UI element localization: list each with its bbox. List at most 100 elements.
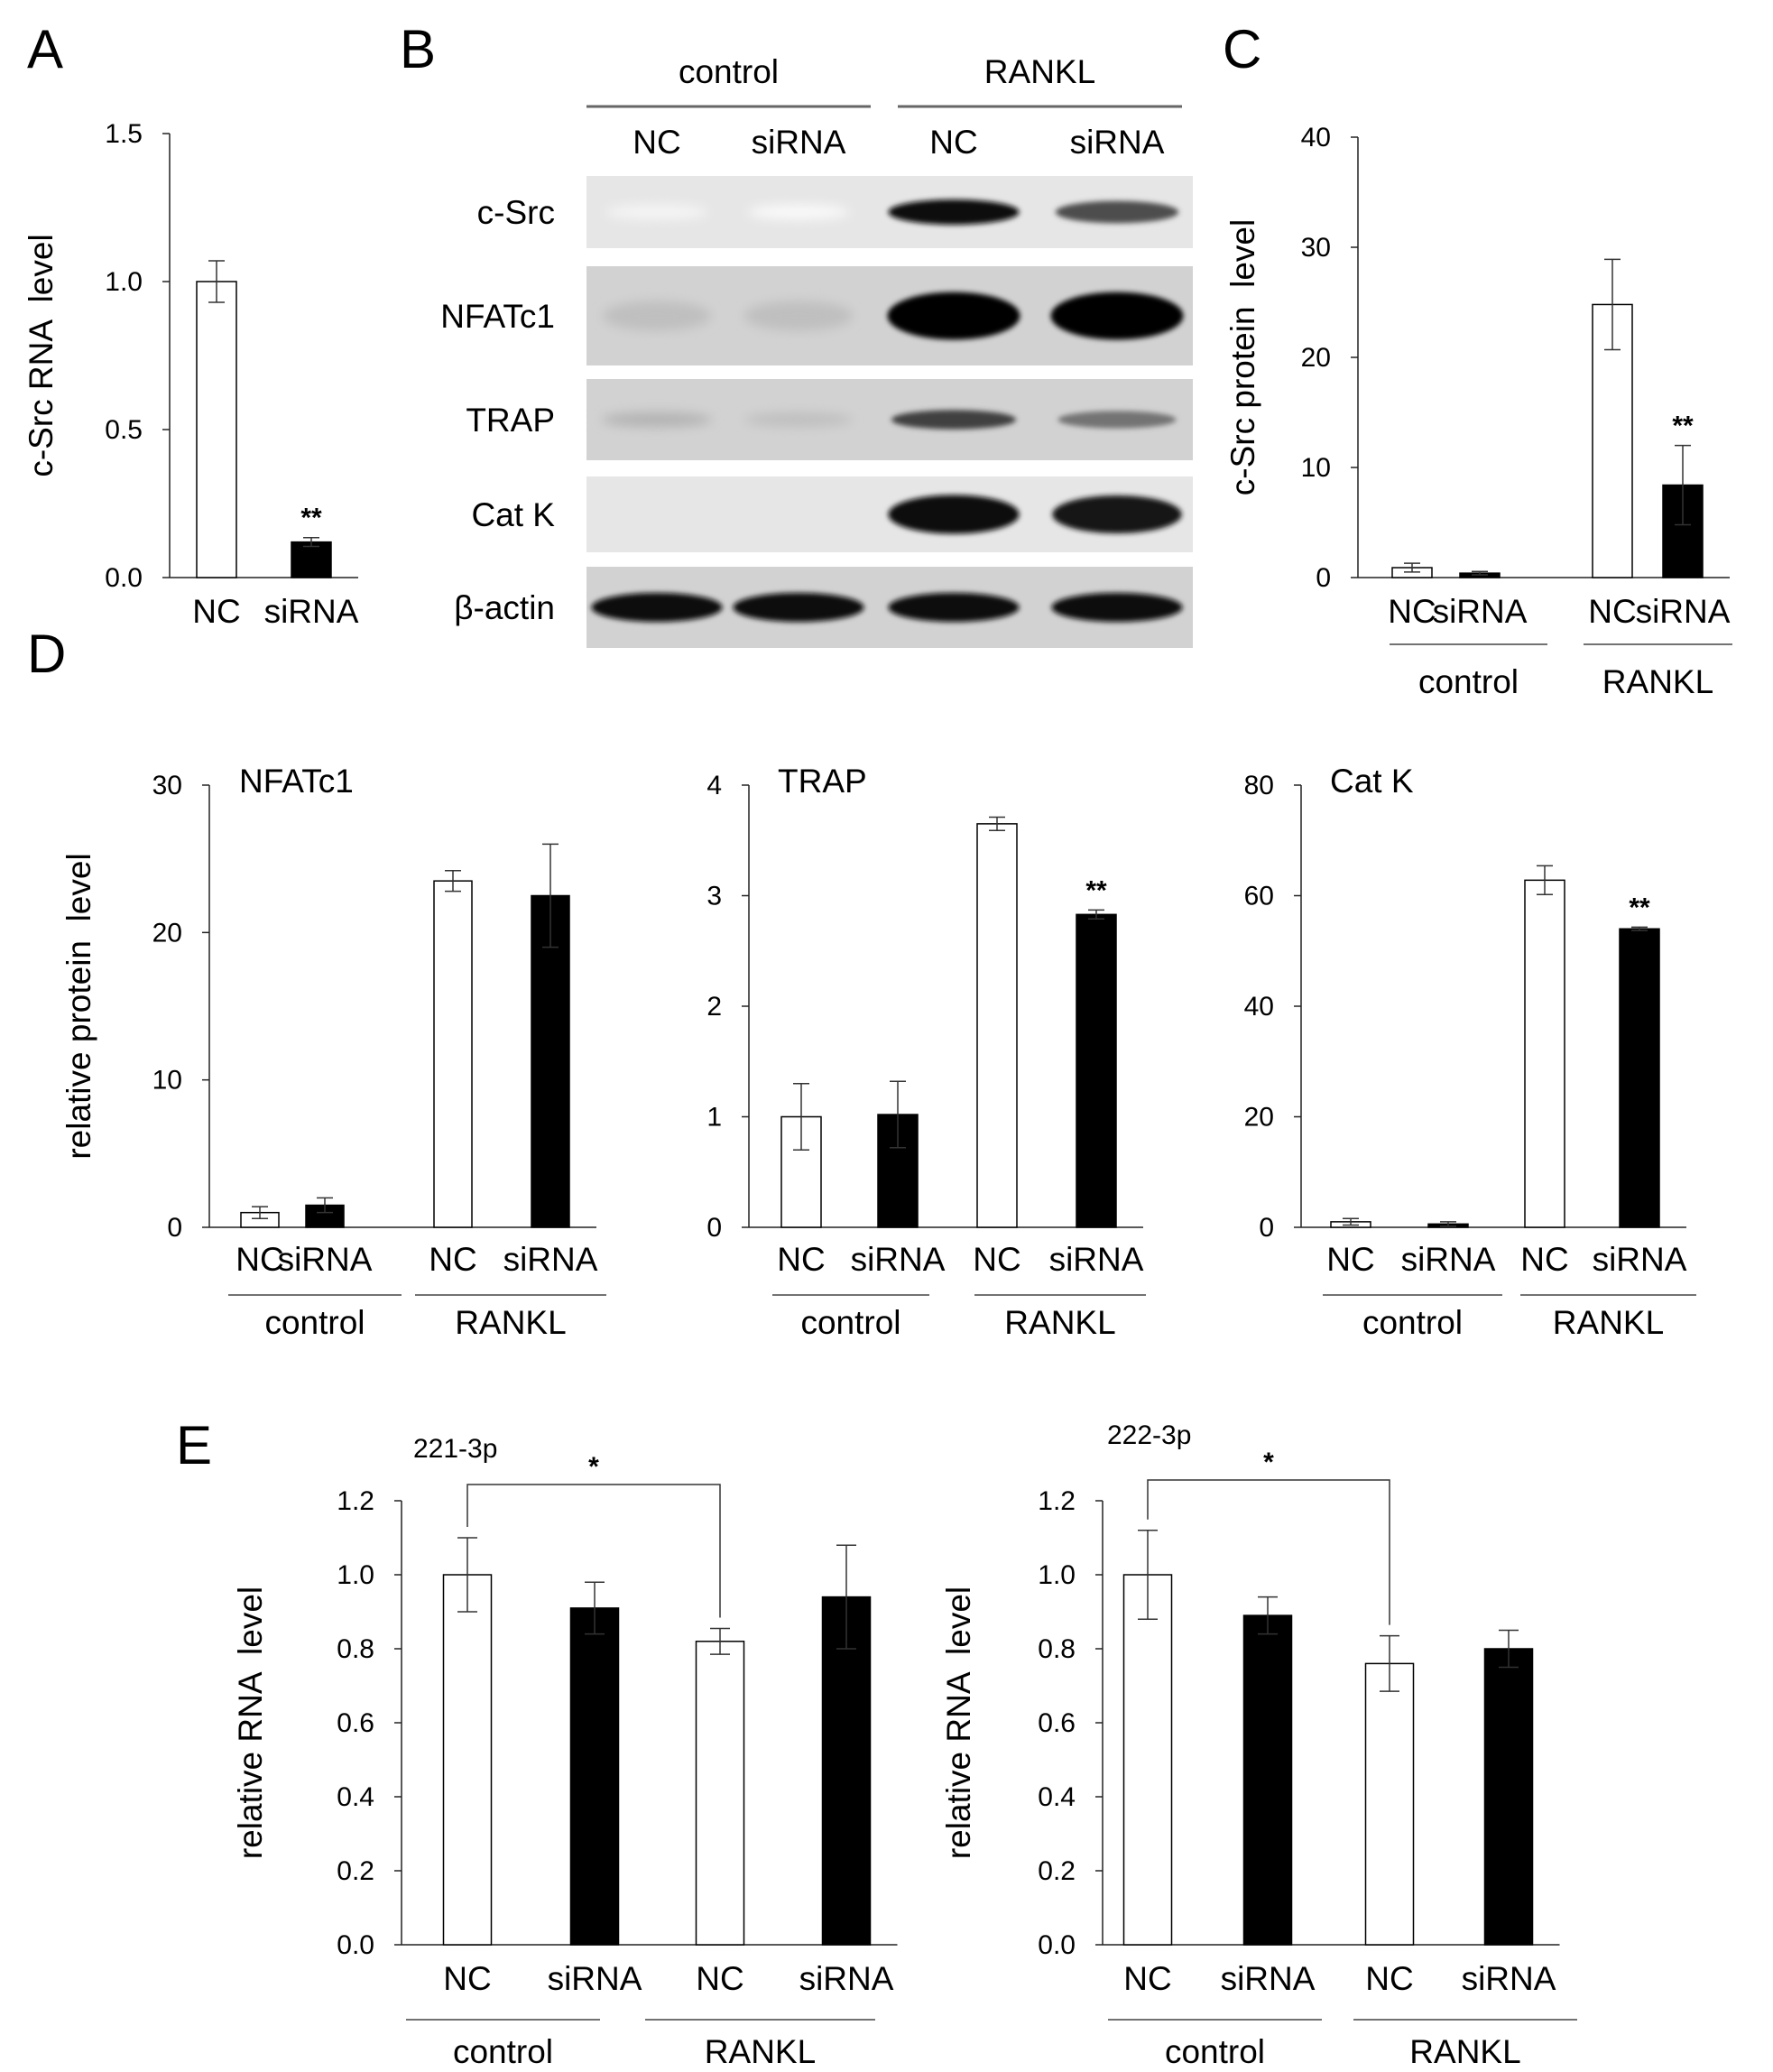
group-label: RANKL: [1553, 1304, 1664, 1341]
y-tick-label: 1: [706, 1103, 722, 1133]
group-label: RANKL: [1602, 663, 1713, 700]
y-tick-label: 0.6: [337, 1708, 374, 1738]
y-tick-label: 40: [1244, 992, 1274, 1022]
y-tick-label: 1.0: [337, 1560, 374, 1590]
y-tick-label: 0.2: [1038, 1856, 1076, 1886]
blot-band: [891, 410, 1017, 430]
category-label: siRNA: [503, 1241, 598, 1278]
category-label: NC: [1588, 593, 1636, 630]
panel-letter-b: B: [400, 19, 436, 79]
blot-band: [1055, 200, 1179, 224]
blot-band: [1051, 592, 1183, 623]
category-label: siRNA: [1462, 1960, 1556, 1997]
panel-letter-d: D: [27, 624, 66, 684]
y-axis-label: c-Src RNA level: [23, 234, 60, 476]
y-tick-label: 1.5: [105, 119, 143, 149]
y-tick-label: 2: [706, 992, 722, 1022]
y-tick-label: 0.4: [1038, 1782, 1076, 1812]
y-tick-label: 0.4: [337, 1782, 374, 1812]
y-tick-label: 30: [1301, 233, 1331, 263]
y-tick-label: 1.2: [337, 1486, 374, 1516]
y-tick-label: 0.0: [1038, 1930, 1076, 1960]
bar: [569, 1607, 620, 1946]
chart-title: 222-3p: [1107, 1420, 1191, 1450]
blot-band: [1057, 411, 1177, 429]
category-label: siRNA: [1221, 1960, 1316, 1997]
y-tick-label: 0: [1316, 563, 1331, 593]
group-label: RANKL: [1409, 2033, 1520, 2070]
blot-band: [605, 204, 708, 220]
panel-letter-c: C: [1223, 19, 1261, 79]
y-tick-label: 3: [706, 882, 722, 911]
bar: [1524, 879, 1565, 1228]
blot-row-label: TRAP: [466, 402, 555, 439]
y-tick-label: 0.0: [105, 563, 143, 593]
y-tick-label: 1.0: [105, 267, 143, 297]
category-label: NC: [235, 1241, 283, 1278]
category-label: siRNA: [1401, 1241, 1496, 1278]
y-tick-label: 10: [1301, 453, 1331, 483]
blot-band: [591, 592, 723, 623]
y-tick-label: 0.5: [105, 415, 143, 445]
bar: [442, 1574, 493, 1946]
significance-marker: **: [1629, 893, 1650, 922]
y-tick-label: 0.8: [1038, 1634, 1076, 1664]
category-label: siRNA: [1049, 1241, 1144, 1278]
category-label: siRNA: [264, 593, 359, 630]
bar: [1242, 1614, 1293, 1946]
category-label: siRNA: [1593, 1241, 1687, 1278]
blot-band: [743, 301, 854, 331]
blot-lane-label: siRNA: [752, 124, 846, 161]
chart-e1: 0.0 0.2 0.4 0.6 0.8 1.0 1.2 relative RNA level 2…: [232, 1434, 898, 2070]
significance-marker: **: [1085, 875, 1107, 905]
blot-band: [747, 205, 850, 219]
blot-band: [602, 301, 712, 331]
category-label: NC: [443, 1960, 491, 1997]
chart-title: TRAP: [778, 763, 867, 800]
group-label: control: [1418, 663, 1519, 700]
bar: [1364, 1662, 1415, 1946]
blot-band: [1052, 495, 1182, 533]
blot-band: [888, 495, 1020, 534]
y-tick-label: 0: [1259, 1213, 1274, 1243]
category-label: siRNA: [851, 1241, 946, 1278]
bar: [1619, 928, 1660, 1228]
chart-d2: 0 1 2 3 4 TRAP NC siRNA NC ** siRNA control RANKL: [706, 763, 1146, 1341]
y-tick-label: 1.2: [1038, 1486, 1076, 1516]
category-label: NC: [1388, 593, 1436, 630]
bar: [291, 541, 332, 578]
category-label: siRNA: [278, 1241, 373, 1278]
blot-lane-label: siRNA: [1070, 124, 1165, 161]
y-tick-label: 0: [167, 1213, 182, 1243]
panel-letter-a: A: [27, 19, 63, 79]
significance-bracket: [1147, 1479, 1390, 1625]
group-label: control: [264, 1304, 365, 1341]
significance-marker: **: [1672, 412, 1694, 441]
group-label: control: [800, 1304, 900, 1341]
blot-row-label: β-actin: [454, 589, 555, 626]
category-label: NC: [429, 1241, 476, 1278]
bar: [976, 823, 1018, 1228]
chart-title: Cat K: [1330, 763, 1414, 800]
category-label: NC: [192, 593, 240, 630]
blot-group-label: RANKL: [984, 53, 1095, 90]
y-tick-label: 4: [706, 771, 722, 800]
significance-bracket: [466, 1484, 721, 1618]
blot-band: [887, 291, 1020, 340]
chart-e2: 0.0 0.2 0.4 0.6 0.8 1.0 1.2 relative RNA level 2…: [940, 1420, 1577, 2070]
chart-title: NFATc1: [239, 763, 354, 800]
y-tick-label: 20: [1244, 1103, 1274, 1133]
chart-title: 221-3p: [413, 1434, 497, 1464]
bar: [1122, 1574, 1173, 1946]
blot-lane-label: NC: [633, 124, 680, 161]
blot-band: [1050, 291, 1184, 340]
blot-band: [601, 412, 713, 428]
category-label: NC: [1520, 1241, 1568, 1278]
y-tick-label: 0.0: [337, 1930, 374, 1960]
blot-row-label: c-Src: [477, 194, 555, 231]
significance-marker: **: [300, 504, 322, 533]
y-tick-label: 0.6: [1038, 1708, 1076, 1738]
chart-d3: 0 20 40 60 80 Cat K NC siRNA NC ** siRNA control RAN…: [1244, 763, 1696, 1341]
